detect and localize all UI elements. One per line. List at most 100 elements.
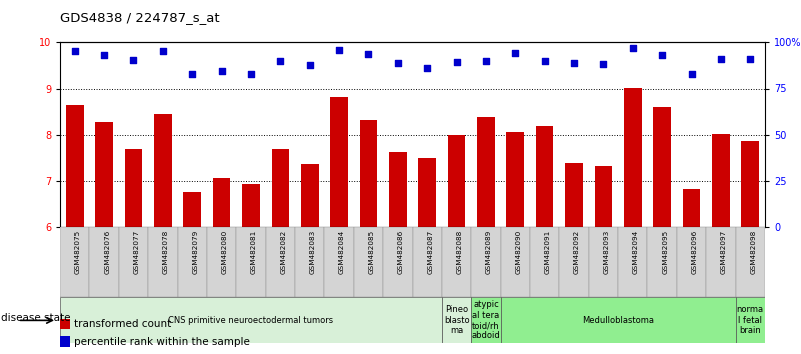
Text: GSM482079: GSM482079 <box>192 230 198 274</box>
Point <box>568 61 581 66</box>
Point <box>714 56 727 62</box>
Text: disease state: disease state <box>1 313 70 323</box>
Text: GSM482095: GSM482095 <box>662 230 668 274</box>
Bar <box>501 227 530 297</box>
Bar <box>90 227 119 297</box>
Bar <box>413 227 442 297</box>
Bar <box>330 97 348 227</box>
Text: GSM482092: GSM482092 <box>574 230 580 274</box>
Bar <box>448 136 465 227</box>
Bar <box>360 120 377 227</box>
Text: atypic
al tera
toid/rh
abdoid: atypic al tera toid/rh abdoid <box>472 300 501 341</box>
Point <box>626 45 639 51</box>
Bar <box>501 297 735 343</box>
Bar <box>566 163 583 227</box>
Bar <box>624 87 642 227</box>
Bar <box>389 152 407 227</box>
Bar <box>236 227 266 297</box>
Text: GSM482087: GSM482087 <box>427 230 433 274</box>
Text: transformed count: transformed count <box>74 319 171 329</box>
Text: GSM482075: GSM482075 <box>74 230 81 274</box>
Text: GSM482084: GSM482084 <box>339 230 345 274</box>
Text: GSM482091: GSM482091 <box>545 230 550 274</box>
Text: GSM482082: GSM482082 <box>280 230 286 274</box>
Point <box>186 71 199 76</box>
Bar <box>60 319 70 329</box>
Text: GSM482083: GSM482083 <box>310 230 316 274</box>
Text: GSM482094: GSM482094 <box>633 230 638 274</box>
Bar <box>383 227 413 297</box>
Text: GSM482089: GSM482089 <box>486 230 492 274</box>
Text: GSM482097: GSM482097 <box>721 230 727 274</box>
Text: GSM482093: GSM482093 <box>603 230 610 274</box>
Bar <box>242 184 260 227</box>
Bar <box>148 227 178 297</box>
Point <box>538 58 551 64</box>
Text: GDS4838 / 224787_s_at: GDS4838 / 224787_s_at <box>60 11 219 24</box>
Point <box>597 61 610 67</box>
Bar <box>324 227 354 297</box>
Point <box>656 52 669 58</box>
Bar <box>178 227 207 297</box>
Point <box>68 48 81 53</box>
Text: GSM482080: GSM482080 <box>222 230 227 274</box>
Bar <box>60 297 442 343</box>
Bar <box>559 227 589 297</box>
Point <box>332 47 345 53</box>
Bar <box>183 192 201 227</box>
Text: Pineo
blasto
ma: Pineo blasto ma <box>444 306 469 335</box>
Bar <box>266 227 295 297</box>
Point <box>304 63 316 68</box>
Point <box>392 61 405 66</box>
Text: Medulloblastoma: Medulloblastoma <box>582 316 654 325</box>
Bar <box>706 227 735 297</box>
Text: CNS primitive neuroectodermal tumors: CNS primitive neuroectodermal tumors <box>168 316 333 325</box>
Text: GSM482090: GSM482090 <box>515 230 521 274</box>
Bar <box>536 126 553 227</box>
Bar <box>66 105 83 227</box>
Bar <box>530 227 559 297</box>
Text: GSM482086: GSM482086 <box>398 230 404 274</box>
Point <box>244 71 257 76</box>
Bar <box>295 227 324 297</box>
Point <box>450 59 463 65</box>
Bar <box>677 227 706 297</box>
Bar <box>712 133 730 227</box>
Bar <box>654 107 671 227</box>
Bar <box>594 166 612 227</box>
Bar <box>471 297 501 343</box>
Point <box>509 50 521 56</box>
Bar <box>60 336 70 347</box>
Bar <box>589 227 618 297</box>
Point <box>274 58 287 64</box>
Point <box>744 56 757 62</box>
Bar <box>272 149 289 227</box>
Point <box>127 57 140 62</box>
Bar <box>506 132 524 227</box>
Bar <box>735 227 765 297</box>
Bar <box>442 297 471 343</box>
Bar <box>213 178 231 227</box>
Text: GSM482081: GSM482081 <box>251 230 257 274</box>
Text: norma
l fetal
brain: norma l fetal brain <box>737 306 764 335</box>
Bar <box>618 227 647 297</box>
Bar <box>418 158 436 227</box>
Bar <box>354 227 383 297</box>
Bar <box>477 118 495 227</box>
Bar <box>60 227 90 297</box>
Point <box>685 71 698 76</box>
Bar <box>647 227 677 297</box>
Bar <box>682 189 700 227</box>
Text: GSM482077: GSM482077 <box>134 230 139 274</box>
Text: GSM482088: GSM482088 <box>457 230 462 274</box>
Point <box>480 58 493 64</box>
Bar <box>207 227 236 297</box>
Text: GSM482098: GSM482098 <box>751 230 756 274</box>
Bar <box>95 122 113 227</box>
Point <box>156 48 169 53</box>
Text: percentile rank within the sample: percentile rank within the sample <box>74 337 251 347</box>
Text: GSM482085: GSM482085 <box>368 230 374 274</box>
Point <box>98 52 111 58</box>
Bar <box>442 227 471 297</box>
Bar <box>301 164 319 227</box>
